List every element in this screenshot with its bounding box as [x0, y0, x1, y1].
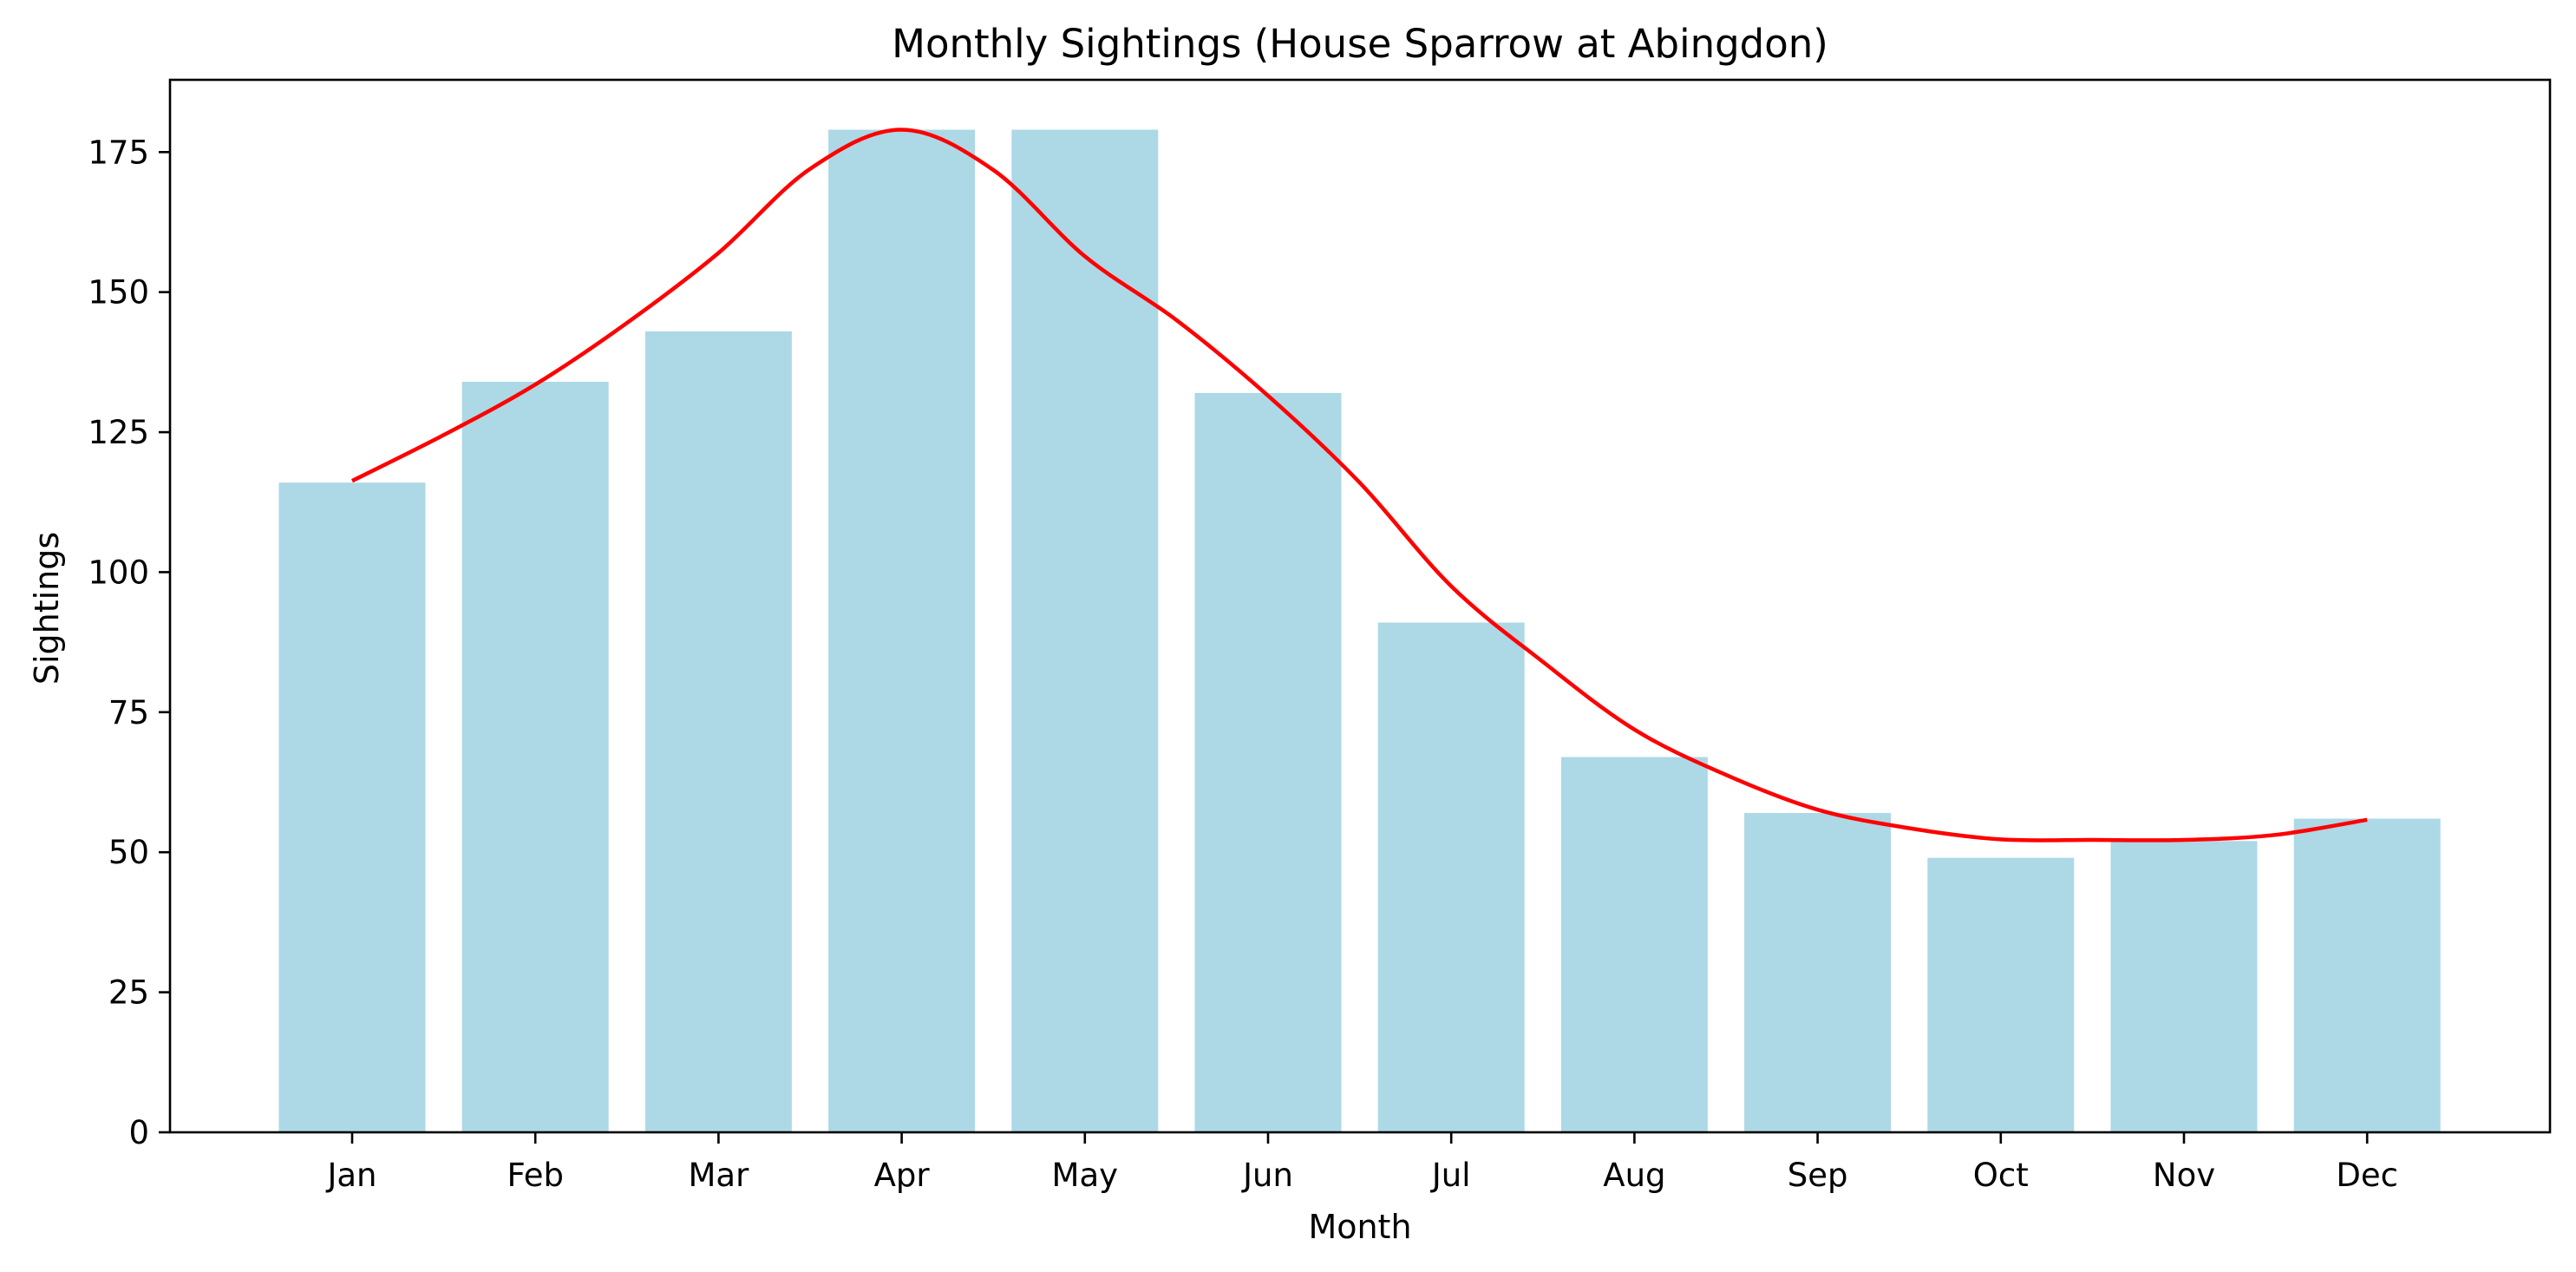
- x-tick-label-feb: Feb: [507, 1157, 564, 1194]
- x-tick-label-apr: Apr: [874, 1157, 931, 1194]
- y-tick-label-75: 75: [108, 694, 149, 731]
- bar-may: [1011, 129, 1159, 1132]
- x-tick-label-nov: Nov: [2153, 1157, 2215, 1194]
- x-tick-label-may: May: [1052, 1157, 1119, 1194]
- y-tick-label-125: 125: [88, 414, 149, 451]
- y-tick-label-150: 150: [88, 274, 149, 311]
- x-tick-label-sep: Sep: [1788, 1157, 1848, 1194]
- bar-jan: [278, 482, 426, 1132]
- bar-apr: [828, 129, 976, 1132]
- bars-layer: [278, 129, 2441, 1132]
- x-axis: Jan Feb Mar Apr May Jun Jul Aug Sep Oct Nov Dec: [325, 1132, 2398, 1194]
- y-tick-label-100: 100: [88, 554, 149, 591]
- x-axis-label: Month: [1308, 1208, 1411, 1246]
- bar-aug: [1560, 757, 1708, 1132]
- y-axis: 0 25 50 75 100 125 150 175: [88, 134, 170, 1151]
- bar-oct: [1927, 857, 2075, 1132]
- bar-nov: [2110, 841, 2258, 1132]
- bar-sep: [1744, 813, 1892, 1132]
- x-tick-label-oct: Oct: [1973, 1157, 2029, 1194]
- bar-dec: [2293, 818, 2441, 1132]
- y-tick-label-25: 25: [108, 974, 149, 1012]
- y-axis-label: Sightings: [28, 532, 66, 685]
- bar-feb: [461, 382, 609, 1132]
- x-tick-label-dec: Dec: [2336, 1157, 2398, 1194]
- x-tick-label-mar: Mar: [688, 1157, 749, 1194]
- y-tick-label-50: 50: [108, 834, 149, 871]
- y-tick-label-175: 175: [88, 134, 149, 171]
- bar-jun: [1194, 392, 1342, 1132]
- plot-frame: [168, 78, 2552, 1134]
- bar-mar: [644, 331, 792, 1132]
- bar-jul: [1377, 622, 1525, 1132]
- x-tick-label-jul: Jul: [1430, 1157, 1471, 1194]
- x-tick-label-jun: Jun: [1241, 1157, 1293, 1194]
- x-tick-label-aug: Aug: [1603, 1157, 1665, 1194]
- trend-line: [350, 128, 2368, 843]
- chart-title: Monthly Sightings (House Sparrow at Abin…: [892, 21, 1828, 67]
- y-tick-label-0: 0: [128, 1114, 149, 1151]
- x-tick-label-jan: Jan: [325, 1157, 376, 1194]
